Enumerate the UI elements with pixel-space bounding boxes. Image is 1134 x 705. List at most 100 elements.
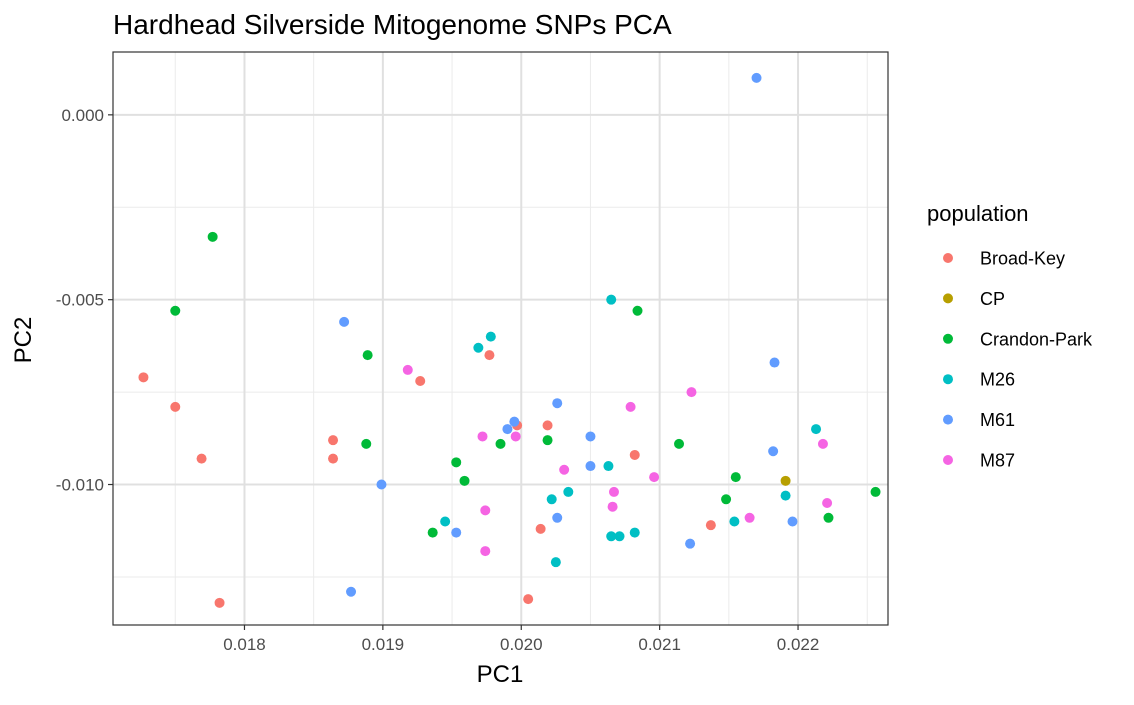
legend-key — [943, 414, 953, 425]
data-point — [542, 435, 553, 446]
legend-label: CP — [980, 289, 1005, 309]
data-point — [625, 401, 636, 412]
data-point — [170, 401, 181, 412]
data-point — [822, 498, 833, 509]
data-point — [427, 527, 438, 538]
panel-background — [113, 52, 888, 625]
y-tick-label: -0.010 — [56, 476, 104, 495]
legend-key — [943, 455, 953, 465]
data-point — [361, 438, 372, 449]
data-point — [559, 464, 570, 475]
legend-label: Crandon-Park — [980, 329, 1093, 349]
data-point — [685, 538, 696, 549]
data-point — [686, 387, 697, 398]
legend-item: CP — [943, 289, 1005, 309]
data-point — [787, 516, 798, 527]
data-point — [214, 597, 225, 608]
data-point — [485, 331, 496, 342]
data-point — [552, 398, 563, 409]
data-point — [550, 557, 561, 568]
data-point — [751, 72, 762, 83]
data-point — [614, 531, 625, 542]
data-point — [207, 231, 218, 242]
data-point — [170, 305, 181, 316]
data-point — [415, 376, 426, 387]
data-point — [546, 494, 557, 505]
data-point — [328, 453, 339, 464]
data-point — [484, 350, 495, 361]
x-axis: 0.018 0.019 0.020 0.021 0.022 — [223, 625, 819, 654]
data-point — [196, 453, 207, 464]
data-point — [811, 424, 822, 435]
legend-label: Broad-Key — [980, 249, 1065, 269]
data-point — [362, 350, 373, 361]
data-point — [769, 357, 780, 368]
data-point — [563, 486, 574, 497]
legend-item: Crandon-Park — [943, 329, 1093, 349]
data-point — [768, 446, 779, 457]
data-point — [451, 527, 462, 538]
data-point — [629, 527, 640, 538]
x-axis-title: PC1 — [477, 661, 524, 688]
data-point — [552, 512, 563, 523]
data-point — [744, 512, 755, 523]
legend-key — [943, 253, 953, 263]
data-point — [376, 479, 387, 490]
data-point — [535, 523, 546, 534]
data-point — [606, 294, 617, 305]
data-point — [138, 372, 149, 383]
data-point — [608, 486, 619, 497]
data-point — [495, 438, 506, 449]
legend-key — [943, 293, 953, 304]
data-point — [603, 461, 614, 472]
data-point — [780, 490, 791, 501]
x-tick-label: 0.022 — [777, 635, 820, 654]
data-point — [649, 472, 660, 483]
data-point — [502, 424, 513, 435]
data-point — [328, 435, 339, 446]
legend-item: M61 — [943, 410, 1015, 430]
legend-item: M87 — [943, 451, 1015, 471]
data-point — [705, 520, 716, 531]
data-point — [629, 449, 640, 460]
data-point — [730, 472, 741, 483]
data-point — [585, 431, 596, 442]
y-tick-label: 0.000 — [61, 106, 104, 125]
y-tick-label: -0.005 — [56, 291, 104, 310]
data-point — [607, 501, 618, 512]
data-point — [339, 316, 350, 327]
legend: population Broad-Key CP Crandon-Park M26 M61… — [927, 201, 1093, 471]
data-point — [823, 512, 834, 523]
series-crandon-park — [170, 231, 881, 538]
data-point — [480, 505, 491, 516]
y-axis-title: PC2 — [10, 317, 37, 364]
data-point — [870, 486, 881, 497]
chart-title: Hardhead Silverside Mitogenome SNPs PCA — [113, 9, 672, 40]
legend-key — [943, 374, 953, 385]
data-point — [632, 305, 643, 316]
series-m26 — [440, 294, 822, 568]
x-tick-label: 0.019 — [362, 635, 405, 654]
x-tick-label: 0.020 — [500, 635, 543, 654]
data-point — [459, 475, 470, 486]
data-point — [721, 494, 732, 505]
data-point — [729, 516, 740, 527]
legend-label: M87 — [980, 451, 1015, 471]
legend-label: M26 — [980, 370, 1015, 390]
data-point — [440, 516, 451, 527]
data-point — [606, 531, 617, 542]
data-point — [523, 594, 534, 605]
legend-title: population — [927, 201, 1029, 226]
series-m61 — [339, 72, 798, 597]
data-point — [542, 420, 553, 431]
data-point — [509, 416, 520, 427]
data-point — [817, 438, 828, 449]
data-point — [585, 461, 596, 472]
data-point — [346, 586, 357, 597]
legend-item: M26 — [943, 370, 1015, 390]
legend-item: Broad-Key — [943, 249, 1065, 269]
data-point — [674, 438, 685, 449]
plot-panel — [112, 51, 889, 626]
